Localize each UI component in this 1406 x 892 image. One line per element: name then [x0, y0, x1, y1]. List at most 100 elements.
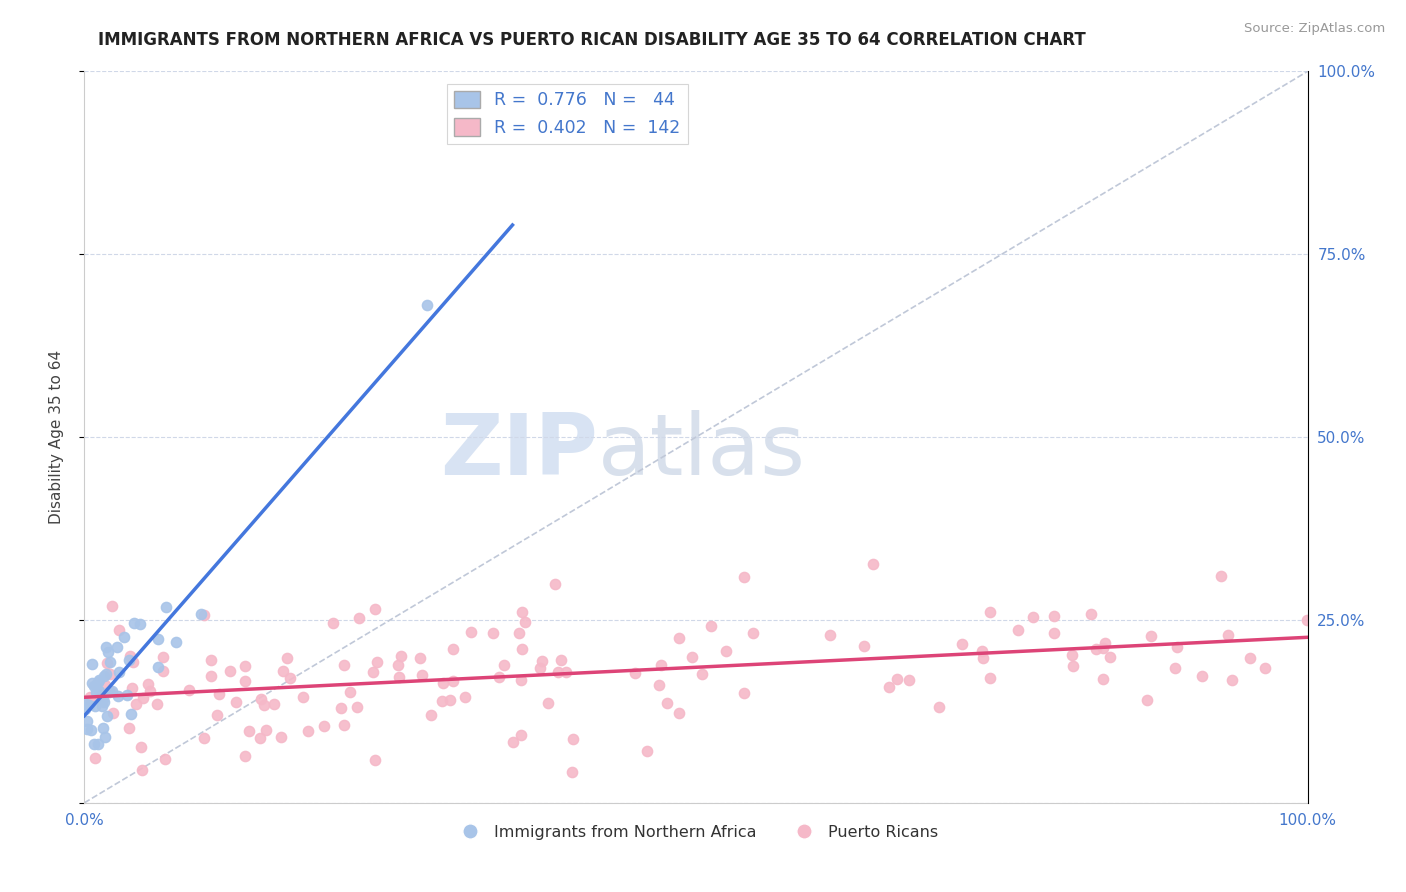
Point: [1062, 648, 1084, 662]
Point: [682, 650, 704, 665]
Point: [322, 615, 344, 630]
Point: [460, 624, 482, 639]
Point: [1220, 673, 1243, 688]
Point: [146, 697, 169, 711]
Point: [103, 706, 125, 721]
Point: [90, 688, 112, 702]
Point: [87, 673, 110, 687]
Point: [97, 645, 120, 659]
Point: [91, 692, 114, 706]
Y-axis label: Disability Age 35 to 64: Disability Age 35 to 64: [49, 350, 63, 524]
Point: [623, 666, 645, 681]
Point: [1166, 640, 1188, 654]
Point: [83, 679, 105, 693]
Point: [1022, 610, 1045, 624]
Point: [366, 655, 388, 669]
Point: [1043, 625, 1066, 640]
Point: [509, 728, 531, 742]
Point: [1092, 640, 1115, 655]
Point: [98, 666, 121, 681]
Point: [1099, 649, 1122, 664]
Point: [700, 618, 723, 632]
Point: [97, 684, 120, 698]
Point: [122, 655, 145, 669]
Point: [1080, 607, 1102, 621]
Point: [80, 723, 103, 738]
Point: [136, 677, 159, 691]
Point: [77, 698, 100, 712]
Point: [96, 656, 118, 670]
Point: [512, 642, 534, 657]
Point: [131, 763, 153, 777]
Point: [122, 615, 145, 630]
Point: [276, 650, 298, 665]
Point: [531, 654, 554, 668]
Point: [420, 707, 443, 722]
Point: [193, 608, 215, 623]
Point: [200, 653, 222, 667]
Point: [1218, 628, 1240, 642]
Point: [87, 684, 110, 698]
Point: [714, 644, 737, 658]
Point: [387, 657, 409, 672]
Point: [75, 698, 97, 712]
Point: [193, 731, 215, 745]
Point: [86, 675, 108, 690]
Point: [1007, 624, 1029, 638]
Point: [510, 673, 533, 688]
Point: [950, 637, 973, 651]
Point: [238, 723, 260, 738]
Point: [550, 653, 572, 667]
Point: [346, 699, 368, 714]
Point: [561, 765, 583, 780]
Point: [292, 690, 315, 704]
Point: [118, 721, 141, 735]
Point: [270, 730, 292, 744]
Point: [409, 651, 432, 665]
Text: ZIP: ZIP: [440, 410, 598, 493]
Point: [510, 605, 533, 619]
Point: [112, 630, 135, 644]
Point: [179, 682, 201, 697]
Point: [297, 723, 319, 738]
Point: [668, 631, 690, 645]
Point: [333, 658, 356, 673]
Point: [139, 684, 162, 698]
Point: [332, 718, 354, 732]
Point: [108, 665, 131, 679]
Point: [233, 673, 256, 688]
Point: [146, 632, 169, 646]
Point: [76, 722, 98, 736]
Point: [125, 697, 148, 711]
Point: [1164, 661, 1187, 675]
Point: [1094, 636, 1116, 650]
Point: [650, 657, 672, 672]
Point: [84, 751, 107, 765]
Point: [1253, 660, 1275, 674]
Point: [208, 687, 231, 701]
Point: [416, 298, 439, 312]
Point: [441, 673, 464, 688]
Point: [668, 706, 690, 721]
Point: [1295, 613, 1317, 627]
Point: [555, 665, 578, 679]
Point: [200, 669, 222, 683]
Point: [818, 628, 841, 642]
Point: [853, 639, 876, 653]
Point: [132, 691, 155, 706]
Point: [1062, 658, 1084, 673]
Point: [91, 698, 114, 713]
Point: [388, 670, 411, 684]
Point: [98, 684, 121, 698]
Point: [537, 696, 560, 710]
Legend: Immigrants from Northern Africa, Puerto Ricans: Immigrants from Northern Africa, Puerto …: [447, 818, 945, 846]
Point: [152, 649, 174, 664]
Point: [118, 653, 141, 667]
Point: [1043, 608, 1066, 623]
Point: [513, 615, 536, 629]
Point: [979, 606, 1001, 620]
Point: [432, 676, 454, 690]
Point: [235, 659, 257, 673]
Point: [544, 577, 567, 591]
Point: [972, 651, 994, 665]
